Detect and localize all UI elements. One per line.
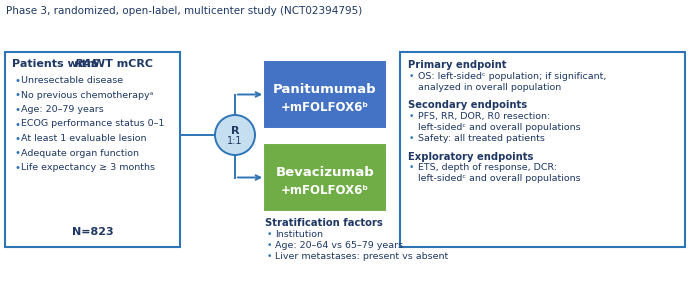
Text: left-sidedᶜ and overall populations: left-sidedᶜ and overall populations (418, 122, 581, 131)
Text: Safety: all treated patients: Safety: all treated patients (418, 134, 545, 143)
Text: •: • (14, 91, 20, 100)
Bar (400, 52, 685, 247)
Text: At least 1 evaluable lesion: At least 1 evaluable lesion (21, 134, 146, 143)
Text: PFS, RR, DOR, R0 resection:: PFS, RR, DOR, R0 resection: (418, 112, 550, 121)
Text: •: • (267, 252, 272, 261)
Text: Unresectable disease: Unresectable disease (21, 76, 123, 85)
Text: 1:1: 1:1 (227, 136, 243, 146)
Text: •: • (409, 72, 414, 81)
Text: ECOG performance status 0–1: ECOG performance status 0–1 (21, 120, 164, 129)
Text: Age: 20–79 years: Age: 20–79 years (21, 105, 104, 114)
Text: Liver metastases: present vs absent: Liver metastases: present vs absent (275, 252, 448, 261)
Text: Adequate organ function: Adequate organ function (21, 149, 139, 158)
Text: •: • (409, 112, 414, 121)
Text: •: • (14, 76, 20, 86)
Text: •: • (267, 241, 272, 250)
Text: Patients with: Patients with (12, 59, 98, 69)
Text: Institution: Institution (275, 230, 323, 239)
Text: OS: left-sidedᶜ population; if significant,: OS: left-sidedᶜ population; if significa… (418, 72, 606, 81)
Text: Primary endpoint: Primary endpoint (408, 60, 507, 70)
Text: R: R (231, 126, 239, 136)
Bar (265, 145, 385, 210)
Text: •: • (14, 163, 20, 173)
Text: •: • (409, 164, 414, 173)
Text: Exploratory endpoints: Exploratory endpoints (408, 151, 534, 162)
Bar (265, 62, 385, 127)
Text: Bevacizumab: Bevacizumab (276, 166, 374, 179)
Text: left-sidedᶜ and overall populations: left-sidedᶜ and overall populations (418, 174, 581, 183)
Text: •: • (409, 134, 414, 143)
Text: Life expectancy ≥ 3 months: Life expectancy ≥ 3 months (21, 163, 155, 172)
Text: ETS, depth of response, DCR:: ETS, depth of response, DCR: (418, 164, 557, 173)
Text: Secondary endpoints: Secondary endpoints (408, 100, 527, 110)
Text: +mFOLFOX6ᵇ: +mFOLFOX6ᵇ (281, 184, 369, 197)
Text: WT mCRC: WT mCRC (89, 59, 153, 69)
Text: Stratification factors: Stratification factors (265, 218, 383, 228)
Bar (5, 52, 180, 247)
Text: •: • (14, 120, 20, 129)
Text: •: • (14, 105, 20, 115)
Text: •: • (267, 230, 272, 239)
Text: •: • (14, 149, 20, 158)
Text: No previous chemotherapyᵃ: No previous chemotherapyᵃ (21, 91, 153, 100)
Text: Age: 20–64 vs 65–79 years: Age: 20–64 vs 65–79 years (275, 241, 403, 250)
Circle shape (215, 115, 255, 155)
Text: •: • (14, 134, 20, 144)
Text: RAS: RAS (74, 59, 100, 69)
Text: Panitumumab: Panitumumab (273, 83, 377, 96)
Text: analyzed in overall population: analyzed in overall population (418, 83, 561, 91)
Text: +mFOLFOX6ᵇ: +mFOLFOX6ᵇ (281, 101, 369, 114)
Text: Phase 3, randomized, open-label, multicenter study (NCT02394795): Phase 3, randomized, open-label, multice… (6, 6, 362, 16)
Text: N=823: N=823 (71, 227, 114, 237)
